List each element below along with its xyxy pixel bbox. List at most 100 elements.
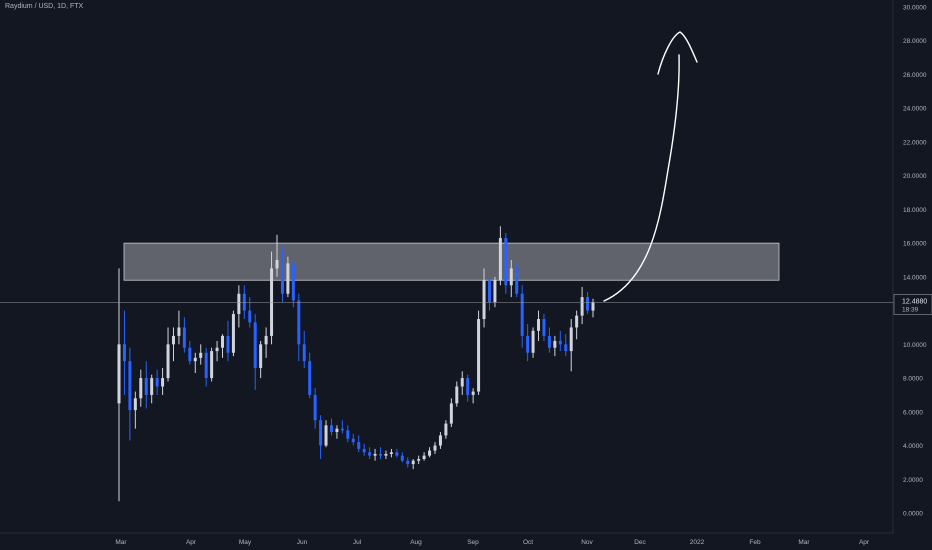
candle-body[interactable] bbox=[460, 378, 464, 387]
candle-body[interactable] bbox=[264, 335, 268, 345]
candle-body[interactable] bbox=[226, 335, 230, 353]
chart-title: Raydium / USD, 1D, FTX bbox=[5, 3, 84, 10]
y-tick-label: 28.0000 bbox=[903, 38, 927, 45]
candle-body[interactable] bbox=[128, 361, 132, 411]
candle-body[interactable] bbox=[395, 452, 399, 456]
candle-body[interactable] bbox=[373, 453, 377, 456]
candle-body[interactable] bbox=[433, 445, 437, 451]
candle-body[interactable] bbox=[259, 344, 263, 368]
candle-body[interactable] bbox=[210, 351, 214, 379]
candle-body[interactable] bbox=[379, 453, 383, 456]
candle-body[interactable] bbox=[575, 315, 579, 328]
candle-body[interactable] bbox=[537, 319, 541, 331]
resistance-zone[interactable] bbox=[123, 242, 780, 281]
candle-body[interactable] bbox=[329, 425, 333, 433]
candle-body[interactable] bbox=[351, 438, 355, 443]
candle-body[interactable] bbox=[319, 420, 323, 446]
candle-body[interactable] bbox=[487, 280, 491, 303]
candle-body[interactable] bbox=[346, 430, 350, 439]
candle-body[interactable] bbox=[498, 238, 502, 281]
candle-body[interactable] bbox=[477, 319, 481, 392]
x-tick-label: 2022 bbox=[690, 539, 705, 546]
candle-body[interactable] bbox=[193, 357, 197, 362]
candle-body[interactable] bbox=[526, 335, 530, 353]
x-tick-label: Apr bbox=[859, 539, 870, 546]
candle-body[interactable] bbox=[586, 297, 590, 311]
candle-body[interactable] bbox=[297, 300, 301, 345]
candle-body[interactable] bbox=[515, 268, 519, 294]
candle-body[interactable] bbox=[564, 344, 568, 352]
candle-body[interactable] bbox=[231, 313, 235, 353]
candle-body[interactable] bbox=[133, 398, 137, 411]
candle-body[interactable] bbox=[389, 452, 393, 454]
x-tick-label: Mar bbox=[798, 539, 810, 546]
candle-body[interactable] bbox=[280, 260, 284, 294]
candle-body[interactable] bbox=[308, 361, 312, 395]
candle-body[interactable] bbox=[117, 344, 121, 404]
candle-body[interactable] bbox=[482, 280, 486, 320]
candle-body[interactable] bbox=[139, 378, 143, 399]
candle-body[interactable] bbox=[150, 378, 154, 395]
candle-body[interactable] bbox=[422, 455, 426, 460]
candle-body[interactable] bbox=[286, 263, 290, 294]
candle-body[interactable] bbox=[493, 280, 497, 303]
projection-arrow[interactable] bbox=[603, 54, 680, 302]
candle-body[interactable] bbox=[362, 448, 366, 453]
candle-body[interactable] bbox=[428, 450, 432, 456]
candle-body[interactable] bbox=[166, 344, 170, 379]
candle-body[interactable] bbox=[438, 435, 442, 446]
candle-body[interactable] bbox=[400, 455, 404, 461]
x-tick-label: Jul bbox=[353, 539, 362, 546]
candle-body[interactable] bbox=[335, 428, 339, 433]
candle-body[interactable] bbox=[302, 344, 306, 362]
candle-body[interactable] bbox=[444, 423, 448, 436]
candle-body[interactable] bbox=[368, 452, 372, 456]
candle-body[interactable] bbox=[161, 378, 165, 387]
candle-body[interactable] bbox=[520, 293, 524, 336]
candle-body[interactable] bbox=[466, 378, 470, 395]
candle-body[interactable] bbox=[324, 425, 328, 446]
candle-body[interactable] bbox=[221, 335, 225, 348]
candle-body[interactable] bbox=[406, 460, 410, 465]
y-tick-label: 8.0000 bbox=[903, 376, 923, 383]
candle-body[interactable] bbox=[569, 327, 573, 352]
candle-body[interactable] bbox=[553, 340, 557, 348]
candle-body[interactable] bbox=[504, 238, 508, 286]
candle-body[interactable] bbox=[542, 319, 546, 336]
candle-body[interactable] bbox=[580, 297, 584, 316]
candle-body[interactable] bbox=[177, 327, 181, 336]
candle-body[interactable] bbox=[471, 391, 475, 395]
candle-body[interactable] bbox=[340, 428, 344, 431]
x-tick-label: Feb bbox=[749, 539, 761, 546]
candle-body[interactable] bbox=[455, 386, 459, 404]
candle-body[interactable] bbox=[171, 335, 175, 345]
candle-body[interactable] bbox=[199, 352, 203, 358]
candle-body[interactable] bbox=[417, 459, 421, 461]
candle-body[interactable] bbox=[449, 403, 453, 424]
candle-body[interactable] bbox=[204, 352, 208, 379]
candle-body[interactable] bbox=[291, 263, 295, 301]
candle-body[interactable] bbox=[509, 268, 513, 286]
candle-body[interactable] bbox=[547, 335, 551, 348]
candle-body[interactable] bbox=[357, 442, 361, 449]
candle-body[interactable] bbox=[215, 347, 219, 352]
candle-body[interactable] bbox=[182, 327, 186, 348]
candle-body[interactable] bbox=[313, 394, 317, 421]
candle-body[interactable] bbox=[248, 310, 252, 323]
candle-body[interactable] bbox=[591, 302, 595, 311]
candle-body[interactable] bbox=[558, 340, 562, 345]
candle-body[interactable] bbox=[411, 460, 415, 465]
candle-body[interactable] bbox=[531, 330, 535, 353]
candle-body[interactable] bbox=[384, 453, 388, 456]
candle-body[interactable] bbox=[275, 260, 279, 269]
candle-body[interactable] bbox=[155, 378, 159, 387]
candle-body[interactable] bbox=[144, 378, 148, 395]
candle-body[interactable] bbox=[237, 293, 241, 314]
candle-body[interactable] bbox=[188, 347, 192, 362]
y-tick-label: 4.0000 bbox=[903, 443, 923, 450]
candle-body[interactable] bbox=[253, 322, 257, 368]
candle-body[interactable] bbox=[122, 344, 126, 362]
y-tick-label: 26.0000 bbox=[903, 72, 927, 79]
y-tick-label: 22.0000 bbox=[903, 139, 927, 146]
